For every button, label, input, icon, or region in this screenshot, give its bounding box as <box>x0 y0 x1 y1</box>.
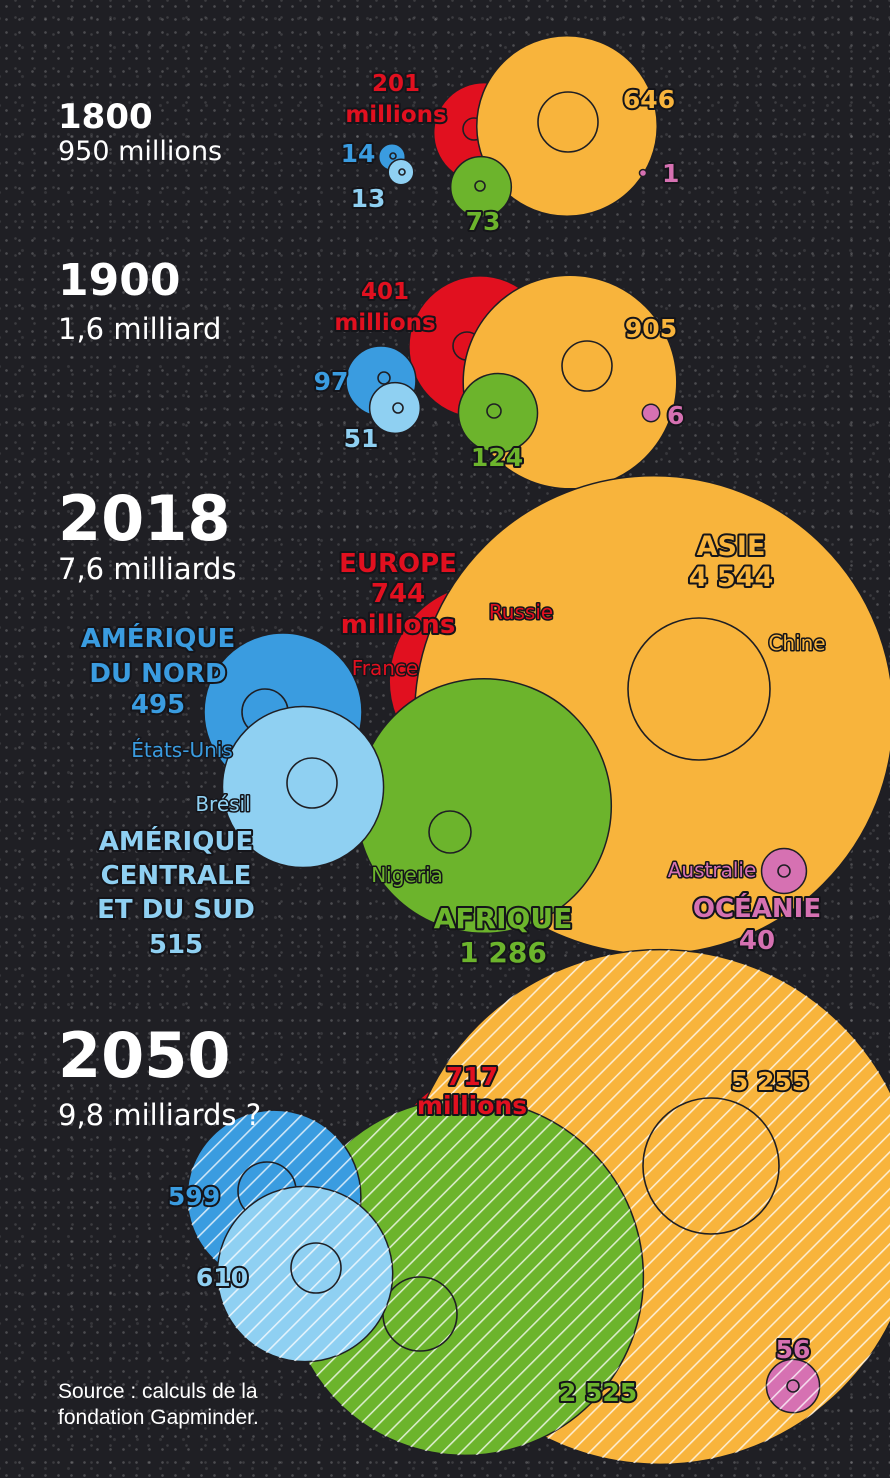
inner-circle-oceania-2050-0 <box>786 1379 800 1393</box>
label-north-america-2050-0: 599 <box>168 1182 220 1211</box>
label-south-america-2018-2: ET DU SUD <box>97 895 255 925</box>
label-afrique-2018-0: AFRIQUE <box>434 902 572 935</box>
year-label-2050: 2050 <box>58 1019 231 1092</box>
inner-circle-oceania-2018-0 <box>777 864 791 878</box>
bubble-afrique-1800 <box>449 155 513 219</box>
label-europe-2050-1: millions <box>417 1091 527 1120</box>
label-afrique-2018-1: 1 286 <box>459 936 547 969</box>
label-south-america-2018-0: AMÉRIQUE <box>99 825 253 857</box>
hatch-south-america-2050 <box>217 1186 393 1362</box>
inner-circle-asie-1800-0 <box>537 91 599 153</box>
country-label-1: France <box>352 656 419 680</box>
label-europe-1900-0: 401 <box>361 279 409 305</box>
country-label-4: Brésil <box>195 792 250 816</box>
total-population-2018: 7,6 milliards <box>58 552 237 586</box>
bubble-south-america-1900 <box>368 381 422 435</box>
label-oceania-1800-0: 1 <box>662 159 679 188</box>
bubble-south-america-1800 <box>387 158 415 186</box>
inner-circle-asie-1900-0 <box>561 340 613 392</box>
label-afrique-1800-0: 73 <box>466 207 501 236</box>
year-label-2018: 2018 <box>58 482 231 555</box>
country-label-2: Chine <box>768 631 825 655</box>
source-line-2: fondation Gapminder. <box>58 1406 259 1429</box>
label-asie-1900-0: 905 <box>625 314 677 343</box>
hatch-afrique-2050 <box>286 1098 644 1456</box>
inner-circle-south-america-2018-0 <box>286 757 338 809</box>
label-asie-2050-0: 5 255 <box>731 1067 809 1096</box>
label-europe-2050-0: 717 <box>446 1062 498 1091</box>
label-south-america-2018-1: CENTRALE <box>101 861 252 891</box>
hatch-oceania-2050 <box>766 1359 820 1413</box>
country-label-5: Nigeria <box>371 863 443 887</box>
inner-circle-south-america-2050-0 <box>290 1242 342 1294</box>
label-south-america-2018-3: 515 <box>149 930 203 960</box>
bubble-asie-1800 <box>476 35 658 217</box>
label-afrique-1900-0: 124 <box>471 443 523 472</box>
label-europe-2018-2: millions <box>341 610 456 640</box>
label-europe-2018-1: 744 <box>371 579 425 609</box>
bubble-oceania-1800 <box>638 168 648 178</box>
label-oceania-1900-0: 6 <box>667 401 684 430</box>
country-label-0: Russie <box>489 600 553 624</box>
label-europe-1800-1: millions <box>345 102 446 128</box>
total-population-1900: 1,6 milliard <box>58 312 221 346</box>
year-label-1900: 1900 <box>58 255 180 306</box>
inner-circle-north-america-1800-0 <box>389 152 397 160</box>
label-europe-2018-0: EUROPE <box>339 549 457 579</box>
label-asie-2018-1: 4 544 <box>689 562 774 593</box>
label-north-america-2018-0: AMÉRIQUE <box>81 622 235 654</box>
label-south-america-1800-0: 13 <box>351 184 386 213</box>
label-north-america-2018-2: 495 <box>131 690 185 720</box>
label-oceania-2018-0: OCÉANIE <box>693 892 821 924</box>
label-europe-1800-0: 201 <box>372 71 420 97</box>
year-label-1800: 1800 <box>58 97 153 137</box>
inner-circle-asie-2050-0 <box>642 1097 780 1235</box>
bubble-afrique-2018 <box>355 677 613 935</box>
label-asie-1800-0: 646 <box>623 85 675 114</box>
label-oceania-2018-1: 40 <box>739 926 775 956</box>
label-oceania-2050-0: 56 <box>776 1335 811 1364</box>
total-population-1800: 950 millions <box>58 136 222 167</box>
inner-circle-afrique-2018-0 <box>428 810 472 854</box>
label-europe-1900-1: millions <box>334 310 435 336</box>
inner-circle-afrique-1900-0 <box>486 403 502 419</box>
bubble-oceania-1900 <box>641 403 661 423</box>
total-population-2050: 9,8 milliards ? <box>58 1098 261 1132</box>
country-label-3: États-Unis <box>131 738 233 762</box>
label-north-america-1900-0: 97 <box>314 367 349 396</box>
inner-circle-south-america-1800-0 <box>398 168 406 176</box>
inner-circle-north-america-1900-0 <box>377 371 391 385</box>
inner-circle-afrique-1800-0 <box>474 180 486 192</box>
bubble-south-america-2018 <box>221 705 385 869</box>
label-north-america-2018-1: DU NORD <box>89 659 226 689</box>
label-afrique-2050-0: 2 525 <box>559 1378 637 1407</box>
country-label-6: Australie <box>668 858 757 882</box>
inner-circle-south-america-1900-0 <box>392 402 404 414</box>
inner-circle-asie-2018-0 <box>627 617 771 761</box>
bubble-oceania-2018 <box>760 847 808 895</box>
source-line-1: Source : calculs de la <box>58 1380 258 1403</box>
label-north-america-1800-0: 14 <box>341 139 376 168</box>
bubble-afrique-1900 <box>457 372 539 454</box>
label-south-america-1900-0: 51 <box>344 424 379 453</box>
label-asie-2018-0: ASIE <box>697 531 766 562</box>
label-south-america-2050-0: 610 <box>196 1263 248 1292</box>
